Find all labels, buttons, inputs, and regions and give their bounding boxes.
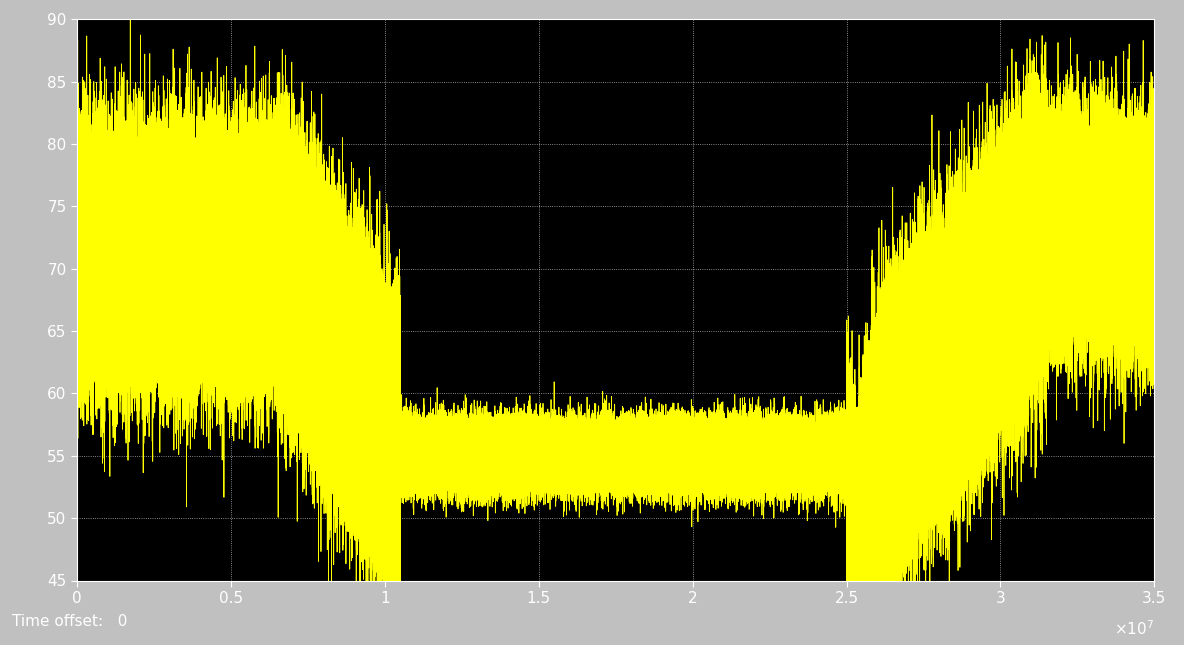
- Text: Time offset:   0: Time offset: 0: [12, 614, 127, 629]
- Text: $\times 10^7$: $\times 10^7$: [1114, 620, 1154, 639]
